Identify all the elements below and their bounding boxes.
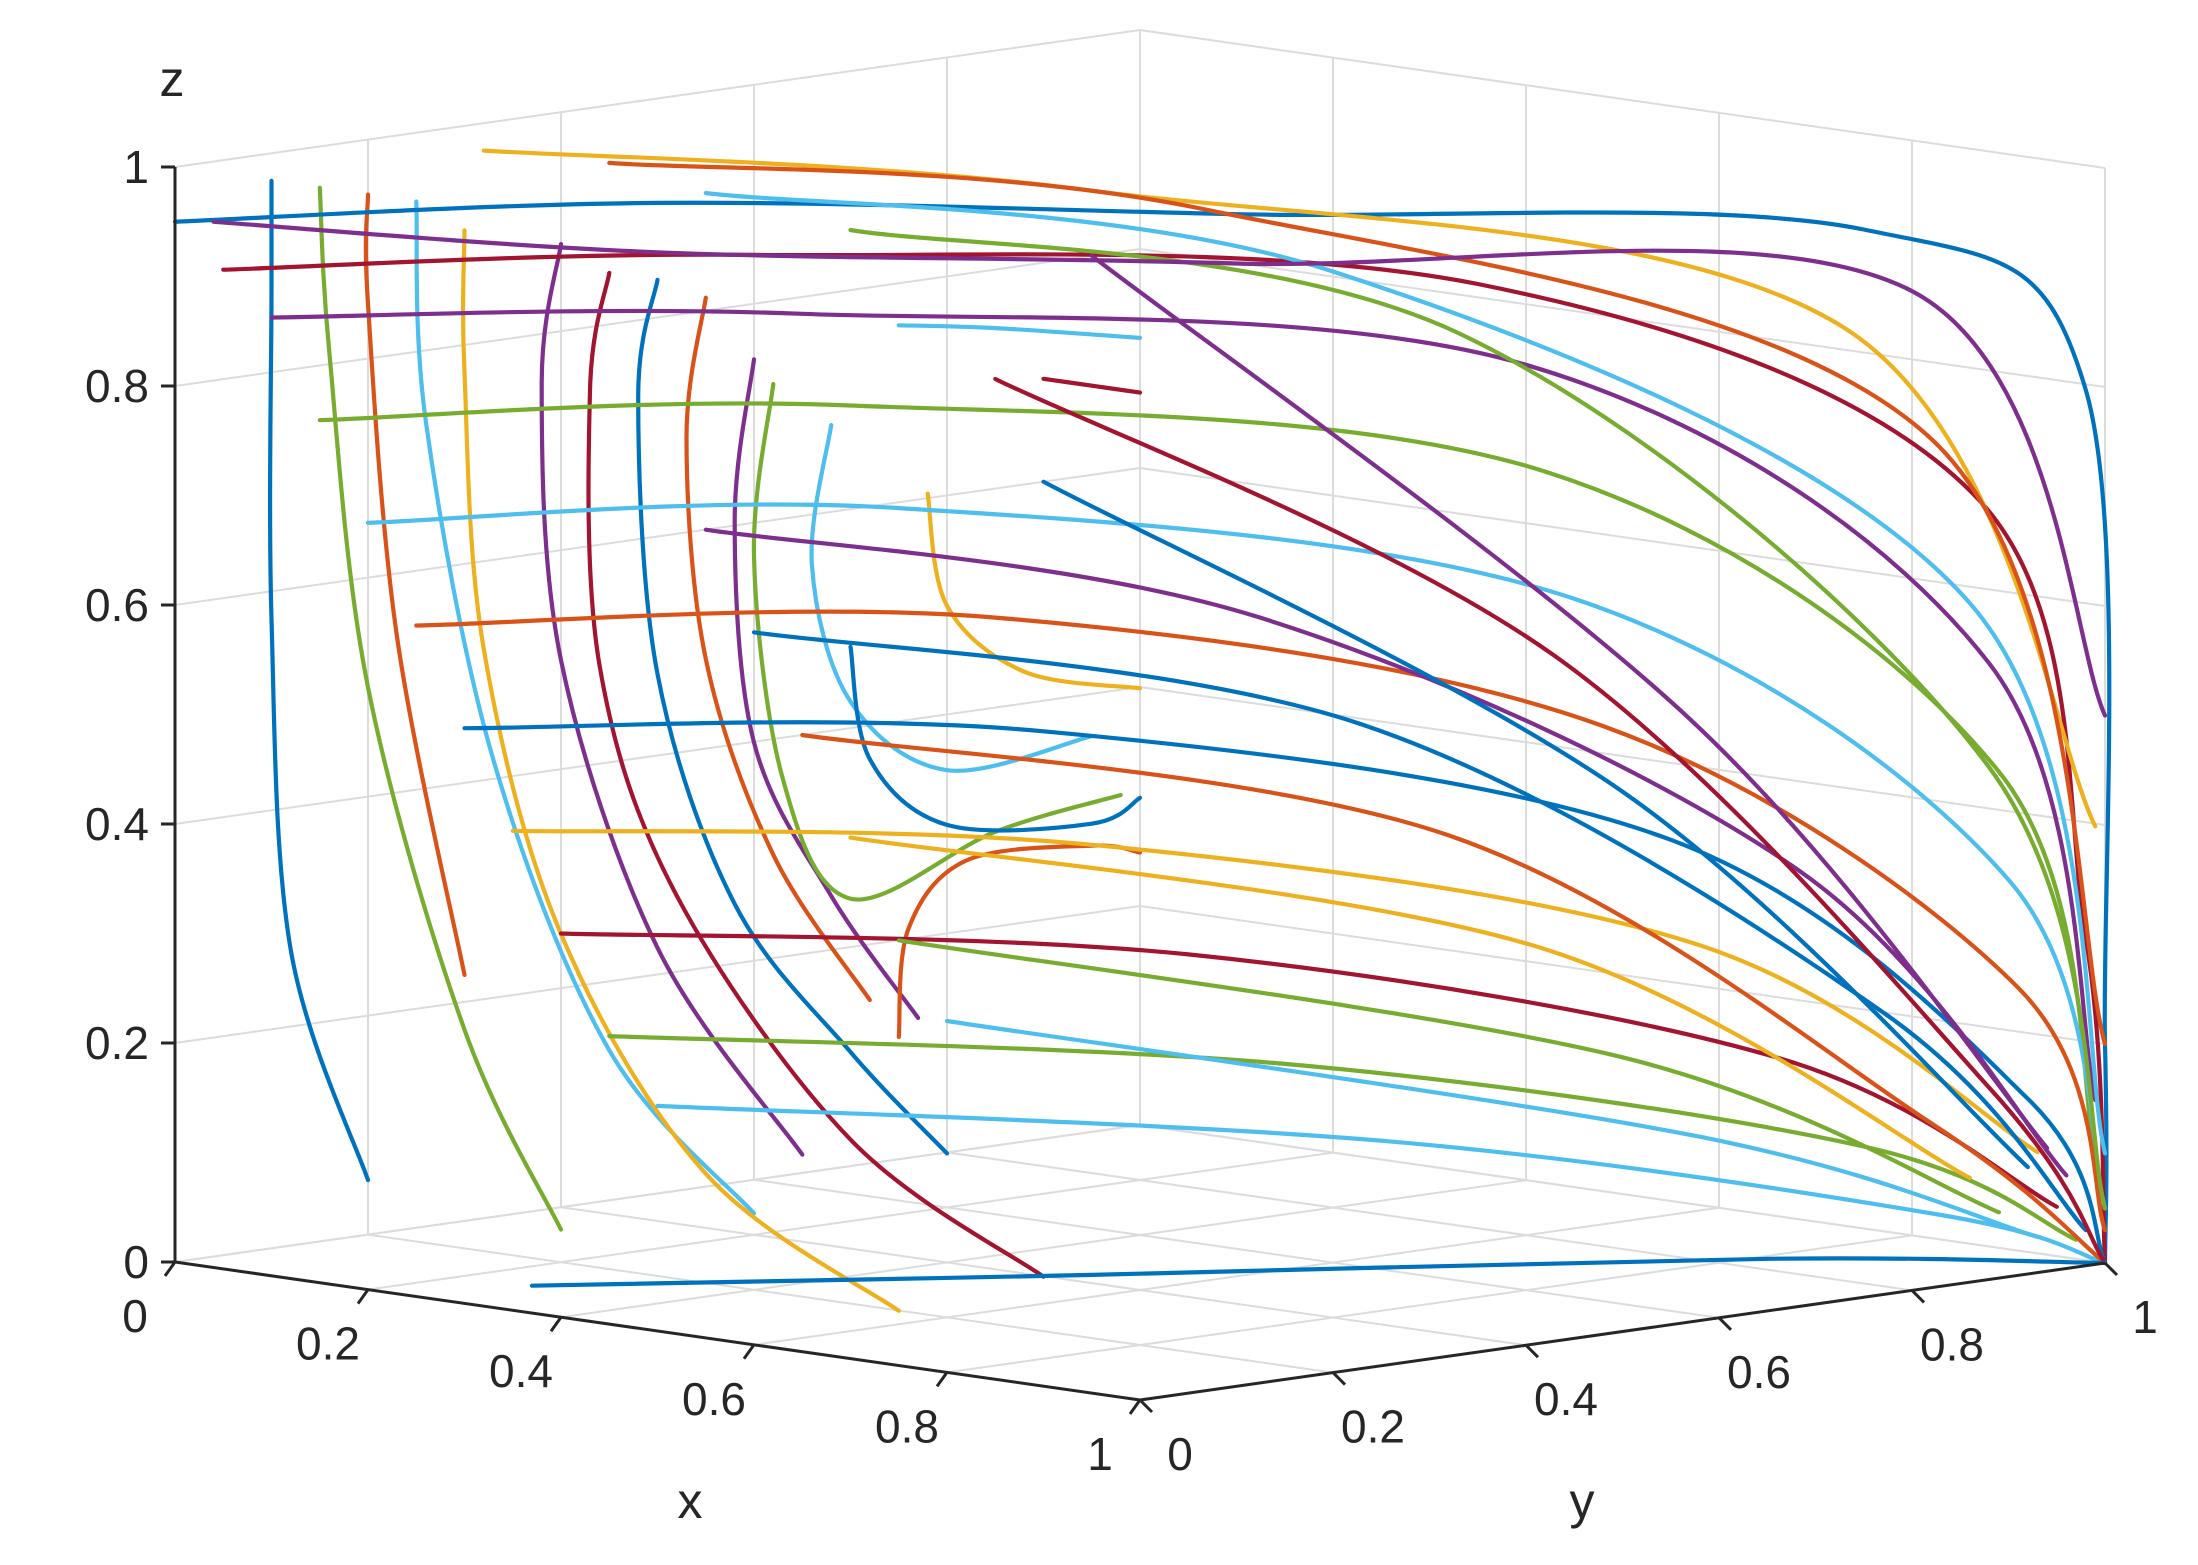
z-tick-label: 0	[123, 1236, 149, 1288]
floor-grid-line	[560, 1179, 1527, 1319]
side-wall-grid-line	[174, 248, 1141, 387]
floor-grid-line	[753, 1178, 1720, 1319]
y-tick-label: 1	[2132, 1291, 2158, 1343]
back-wall-grid-line	[1139, 467, 2106, 607]
x-tick-mark	[1128, 1399, 1142, 1415]
y-tick-mark	[1524, 1344, 1540, 1359]
y-tick-label: 0.8	[1920, 1318, 1984, 1370]
floor-grid-line	[946, 1151, 1913, 1292]
trajectory-line-7	[586, 270, 1046, 1279]
trajectory-line-19	[221, 252, 2108, 1266]
y-tick-mark	[2103, 1261, 2119, 1277]
z-tick-label: 0.8	[85, 360, 149, 412]
x-tick-mark	[163, 1261, 177, 1277]
floor-grid-line	[367, 1233, 1334, 1374]
x-tick-label: 0.4	[489, 1345, 553, 1397]
trajectory-line-36	[1041, 479, 2030, 1170]
trajectory-line-6	[539, 242, 805, 1157]
back-wall-grid-line	[1139, 29, 2106, 169]
z-tick-label: 0.6	[85, 579, 149, 631]
y-tick-mark	[1138, 1398, 1154, 1414]
z-tick-label: 0.2	[85, 1017, 149, 1069]
trajectory-line-17	[896, 323, 1143, 340]
trajectory-line-33	[896, 938, 2001, 1215]
side-wall-grid-line	[174, 686, 1141, 825]
x-tick-label: 0.8	[875, 1400, 939, 1452]
x-tick-label: 1	[1087, 1428, 1113, 1480]
trajectory-line-16	[1041, 376, 1143, 395]
trajectory-line-14	[925, 491, 1143, 691]
z-axis-label: z	[160, 51, 185, 107]
trajectory-line-31	[800, 732, 2108, 1266]
y-axis-label: y	[1570, 1473, 1595, 1529]
trajectory-line-5	[460, 228, 901, 1313]
side-wall-grid-line	[174, 29, 1141, 168]
trajectory-line-37	[1089, 253, 2050, 1151]
trajectory-line-1	[267, 178, 371, 1183]
trajectory-line-40	[703, 190, 2108, 1156]
trajectory-line-4	[414, 199, 757, 1216]
floor-grid-line	[367, 1151, 1334, 1291]
trajectory-line-20	[269, 308, 2098, 1103]
trajectory-line-39	[607, 160, 2108, 1047]
y-tick-label: 0.6	[1727, 1346, 1791, 1398]
trajectory-line-3	[363, 192, 467, 977]
tick-labels: 0 0.2 0.4 0.6 0.8 1 0 0.2 0.4 0.6 0.8 1 0 0.2 0.4 0.6 0.…	[85, 141, 2158, 1480]
x-tick-mark	[549, 1316, 563, 1333]
trajectory-line-34	[944, 1018, 2040, 1239]
floor-grid-line	[1139, 1124, 2106, 1264]
y-axis-line	[1139, 1261, 2106, 1402]
z-tick-label: 1	[123, 141, 149, 193]
x-axis-line	[174, 1260, 1141, 1402]
trajectory-line-41	[848, 227, 2108, 1211]
x-axis-label: x	[678, 1473, 703, 1529]
x-tick-label: 0.6	[682, 1373, 746, 1425]
y-tick-mark	[1331, 1371, 1347, 1386]
trajectory-line-22	[365, 502, 2108, 1211]
back-wall-grid-line	[1139, 686, 2106, 826]
trajectory-line-26	[558, 931, 2059, 1209]
y-tick-label: 0.2	[1341, 1401, 1405, 1453]
trajectory-line-10	[732, 357, 921, 1020]
trajectory-line-25	[510, 828, 2040, 1155]
x-tick-label: 0.2	[296, 1318, 360, 1370]
x-tick-mark	[356, 1288, 370, 1305]
x-tick-mark	[742, 1343, 756, 1360]
trajectory-line-2	[317, 185, 564, 1232]
trajectory-line-18	[172, 200, 2112, 1266]
back-wall-grid-line	[1139, 905, 2106, 1045]
trajectory-line-42	[529, 1256, 2108, 1288]
floor-grid-line	[753, 1206, 1720, 1346]
trajectory-line-30	[751, 630, 2088, 1233]
trajectory-line-27	[607, 1034, 2079, 1242]
trajectory-line-23	[414, 609, 2108, 1233]
trajectory-line-21	[317, 401, 2098, 1157]
trajectory-line-43	[211, 219, 2108, 718]
side-wall-grid-line	[174, 905, 1141, 1044]
z-tick-label: 0.4	[85, 798, 149, 850]
trajectory-line-12	[809, 423, 1094, 773]
axes	[161, 165, 2119, 1415]
x-tick-label: 0	[122, 1290, 148, 1342]
y-tick-mark	[1910, 1289, 1926, 1304]
side-wall-grid-line	[174, 1124, 1141, 1263]
trajectory-line-8	[636, 277, 950, 1156]
trajectory-line-38	[481, 148, 2098, 829]
trajectories	[172, 148, 2112, 1313]
side-wall-grid-line	[174, 467, 1141, 606]
trajectory-line-35	[993, 376, 2108, 1266]
y-tick-label: 0	[1167, 1428, 1193, 1480]
y-tick-label: 0.4	[1534, 1373, 1598, 1425]
trajectory-line-32	[848, 835, 1972, 1181]
y-tick-mark	[1717, 1316, 1733, 1331]
x-tick-mark	[935, 1371, 949, 1388]
